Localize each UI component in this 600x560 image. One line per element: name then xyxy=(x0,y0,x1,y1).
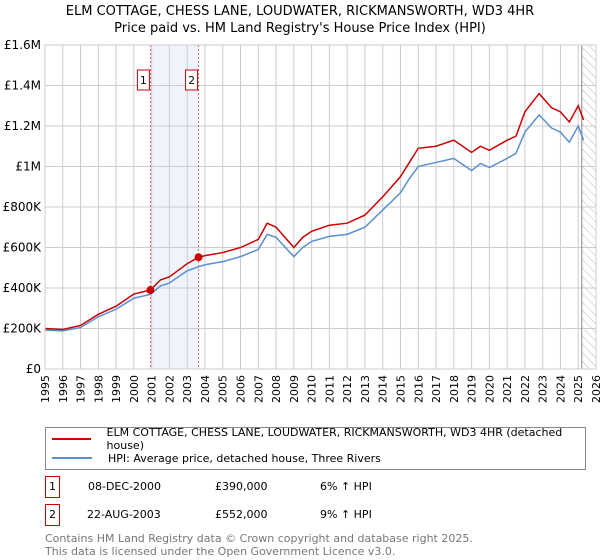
x-tick-label: 2007 xyxy=(252,375,265,403)
x-tick-label: 2016 xyxy=(412,375,425,403)
x-tick-label: 1997 xyxy=(75,375,88,403)
sale-row: 2 22-AUG-2003 £552,000 9% ↑ HPI xyxy=(45,504,545,526)
y-tick-label: £400K xyxy=(3,281,43,295)
x-tick-label: 2008 xyxy=(270,375,283,403)
sale-marker-badge: 2 xyxy=(45,504,60,526)
property-price-line xyxy=(44,92,585,331)
y-tick-label: £0 xyxy=(26,362,41,376)
y-tick-label: £600K xyxy=(3,241,43,255)
chart-title: ELM COTTAGE, CHESS LANE, LOUDWATER, RICK… xyxy=(65,4,535,19)
x-tick-label: 2002 xyxy=(163,375,176,403)
footer-copyright: Contains HM Land Registry data © Crown c… xyxy=(45,532,473,545)
x-tick-label: 2018 xyxy=(448,375,461,403)
red-line-swatch xyxy=(52,438,91,440)
plot-border xyxy=(44,44,597,370)
x-tick-label: 2005 xyxy=(217,375,230,403)
y-tick-label: £1.4M xyxy=(4,79,41,93)
y-tick-label: £1.6M xyxy=(4,38,41,52)
x-tick-label: 2003 xyxy=(181,375,194,403)
x-tick-label: 2025 xyxy=(572,375,585,403)
sale-point xyxy=(194,253,203,262)
x-tick-label: 2020 xyxy=(483,375,496,403)
x-tick-label: 2000 xyxy=(128,375,141,403)
sale-label: 1 xyxy=(140,74,147,87)
x-tick-label: 2006 xyxy=(235,375,248,403)
x-tick-label: 2001 xyxy=(146,375,159,403)
x-tick-label: 2026 xyxy=(590,375,600,403)
sale-hpi-diff: 6% ↑ HPI xyxy=(320,480,372,493)
blue-line-swatch xyxy=(52,457,92,459)
x-tick-label: 2009 xyxy=(288,375,301,403)
sale-date: 08-DEC-2000 xyxy=(88,480,162,493)
legend-item-hpi: HPI: Average price, detached house, Thre… xyxy=(46,450,381,466)
x-tick-label: 1998 xyxy=(92,375,105,403)
y-tick-label: £1.2M xyxy=(4,119,41,133)
y-tick-label: £1M xyxy=(15,160,41,174)
footer-licence: This data is licensed under the Open Gov… xyxy=(45,545,396,558)
x-tick-label: 2012 xyxy=(341,375,354,403)
legend-item-property: ELM COTTAGE, CHESS LANE, LOUDWATER, RICK… xyxy=(46,426,585,452)
x-tick-label: 1999 xyxy=(110,375,123,403)
x-tick-label: 1996 xyxy=(57,375,70,403)
x-tick-label: 2023 xyxy=(537,375,550,403)
sale-marker-badge: 1 xyxy=(45,476,60,498)
price-chart: 1995 1996 1997 1998 1999 2000 2001 2002 2003 2004… xyxy=(3,38,600,403)
x-tick-label: 2015 xyxy=(394,375,407,403)
x-tick-label: 2024 xyxy=(554,375,567,403)
sale-price: £390,000 xyxy=(215,480,268,493)
sale-row: 1 08-DEC-2000 £390,000 6% ↑ HPI xyxy=(45,476,545,498)
x-tick-label: 2019 xyxy=(466,375,479,403)
x-tick-label: 2022 xyxy=(519,375,532,403)
chart-subtitle: Price paid vs. HM Land Registry's House … xyxy=(114,21,486,36)
x-tick-label: 2014 xyxy=(377,375,390,403)
sale-hpi-diff: 9% ↑ HPI xyxy=(320,508,372,521)
x-tick-label: 2017 xyxy=(430,375,443,403)
legend-label-property: ELM COTTAGE, CHESS LANE, LOUDWATER, RICK… xyxy=(106,426,563,452)
x-tick-label: 1995 xyxy=(39,375,52,403)
hpi-line xyxy=(44,113,585,332)
sale-label-box xyxy=(185,69,199,91)
x-tick-label: 2004 xyxy=(199,375,212,403)
footer: Contains HM Land Registry data © Crown c… xyxy=(45,532,473,558)
y-tick-label: £200K xyxy=(3,322,43,336)
x-tick-label: 2013 xyxy=(359,375,372,403)
sale-point xyxy=(146,286,155,295)
sale-label: 2 xyxy=(188,74,195,87)
legend-label-hpi: HPI: Average price, detached house, Thre… xyxy=(108,451,381,465)
x-tick-label: 2010 xyxy=(306,375,319,403)
sale-price: £552,000 xyxy=(215,508,268,521)
sale-date: 22-AUG-2003 xyxy=(87,508,161,521)
sale-label-box xyxy=(136,69,150,91)
x-tick-label: 2011 xyxy=(323,375,336,403)
legend: ELM COTTAGE, CHESS LANE, LOUDWATER, RICK… xyxy=(45,426,586,470)
x-tick-label: 2021 xyxy=(501,375,514,403)
y-tick-label: £800K xyxy=(3,200,43,214)
